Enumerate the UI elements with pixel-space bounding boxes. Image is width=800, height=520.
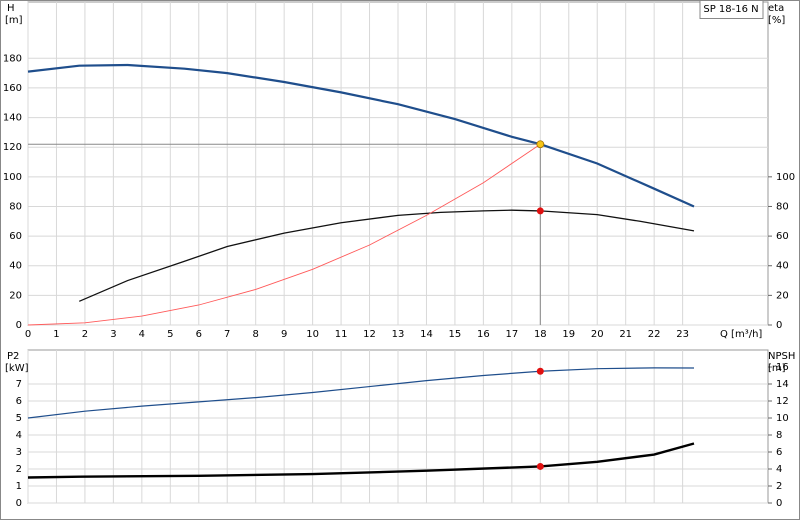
y2-axis-label: NPSH xyxy=(768,351,795,362)
x-tick-label: 19 xyxy=(562,329,575,340)
y2-tick-label: 8 xyxy=(776,430,782,441)
y-tick-label: 140 xyxy=(3,113,22,124)
x-tick-label: 20 xyxy=(591,329,604,340)
y2-tick-label: 14 xyxy=(776,379,789,390)
y-tick-label: 40 xyxy=(9,261,22,272)
y-tick-label: 160 xyxy=(3,83,22,94)
y-tick-label: 80 xyxy=(9,201,22,212)
x-tick-label: 11 xyxy=(335,329,348,340)
curve xyxy=(78,209,695,302)
x-tick-label: 3 xyxy=(110,329,116,340)
x-tick-label: 14 xyxy=(420,329,433,340)
y2-tick-label: 0 xyxy=(776,320,782,331)
curve xyxy=(27,442,695,479)
y2-tick-label: 80 xyxy=(776,201,789,212)
y2-tick-label: 20 xyxy=(776,290,789,301)
x-tick-label: 9 xyxy=(281,329,287,340)
title-box xyxy=(699,0,764,19)
y2-tick-label: 6 xyxy=(776,447,782,458)
curve xyxy=(27,63,695,208)
y2-axis-label: [%] xyxy=(768,15,785,26)
y-axis-label: H xyxy=(7,3,15,14)
y2-tick-label: 12 xyxy=(776,396,789,407)
y2-axis-label: [m] xyxy=(768,363,786,374)
y-tick-label: 120 xyxy=(3,142,22,153)
duty-point xyxy=(536,367,544,375)
y-axis-label: [kW] xyxy=(5,363,29,374)
y2-tick-label: 60 xyxy=(776,231,789,242)
curve xyxy=(27,143,541,326)
x-tick-label: 8 xyxy=(253,329,259,340)
y2-tick-label: 40 xyxy=(776,261,789,272)
x-tick-label: 16 xyxy=(477,329,490,340)
duty-point xyxy=(536,207,544,215)
y2-tick-label: 100 xyxy=(776,172,795,183)
y-tick-label: 100 xyxy=(3,172,22,183)
y-tick-label: 60 xyxy=(9,231,22,242)
x-axis-label: Q [m³/h] xyxy=(720,329,762,340)
x-tick-label: 5 xyxy=(167,329,173,340)
x-tick-label: 18 xyxy=(534,329,547,340)
y-tick-label: 3 xyxy=(16,447,22,458)
y-tick-label: 4 xyxy=(16,430,22,441)
y-tick-label: 20 xyxy=(9,290,22,301)
y2-tick-label: 16 xyxy=(776,362,789,373)
x-tick-label: 23 xyxy=(676,329,689,340)
x-tick-label: 7 xyxy=(224,329,230,340)
x-tick-label: 1 xyxy=(53,329,59,340)
x-tick-label: 22 xyxy=(648,329,661,340)
y-tick-label: 2 xyxy=(16,464,22,475)
curve xyxy=(27,367,695,419)
y-tick-label: 5 xyxy=(16,413,22,424)
y-tick-label: 180 xyxy=(3,53,22,64)
x-tick-label: 6 xyxy=(196,329,202,340)
y-tick-label: 1 xyxy=(16,481,22,492)
y2-tick-label: 4 xyxy=(776,464,782,475)
y-tick-label: 0 xyxy=(16,320,22,331)
x-tick-label: 0 xyxy=(25,329,31,340)
x-tick-label: 15 xyxy=(449,329,462,340)
y2-axis-label: eta xyxy=(768,3,784,14)
x-tick-label: 17 xyxy=(505,329,518,340)
y-tick-label: 0 xyxy=(16,498,22,509)
x-tick-label: 12 xyxy=(363,329,376,340)
duty-point xyxy=(536,462,544,470)
x-tick-label: 10 xyxy=(306,329,319,340)
x-tick-label: 2 xyxy=(82,329,88,340)
x-tick-label: 21 xyxy=(619,329,632,340)
y-axis-label: [m] xyxy=(5,15,23,26)
y-tick-label: 6 xyxy=(16,396,22,407)
y-axis-label: P2 xyxy=(7,351,19,362)
duty-point xyxy=(536,140,545,149)
y2-tick-label: 10 xyxy=(776,413,789,424)
x-tick-label: 4 xyxy=(139,329,145,340)
y2-tick-label: 0 xyxy=(776,498,782,509)
y-tick-label: 7 xyxy=(16,379,22,390)
x-tick-label: 13 xyxy=(392,329,405,340)
y2-tick-label: 2 xyxy=(776,481,782,492)
chart-title: SP 18-16 N xyxy=(703,4,758,15)
